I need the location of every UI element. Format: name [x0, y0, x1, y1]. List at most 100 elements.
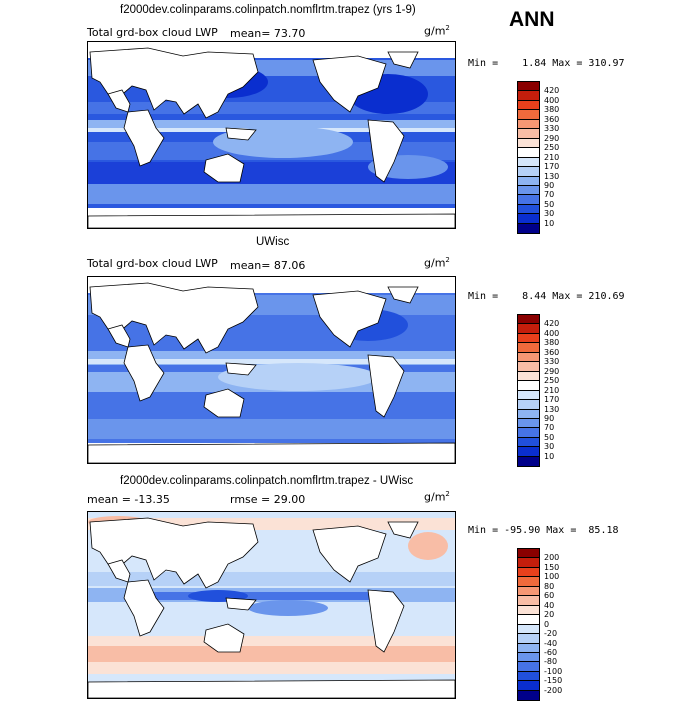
colorbar-level-label: 210: [544, 152, 560, 162]
panel2-title: UWisc: [256, 236, 290, 248]
colorbar-swatch: [517, 323, 540, 334]
colorbar-level-label: 400: [544, 95, 560, 105]
colorbar-swatch: [517, 408, 540, 419]
colorbar-swatch: [517, 399, 540, 410]
panel2-mean: mean= 87.06: [230, 259, 306, 272]
colorbar-swatch: [517, 166, 540, 177]
colorbar-level-label: -40: [544, 638, 558, 648]
colorbar-swatch: [517, 436, 540, 448]
colorbar-level-label: -60: [544, 647, 558, 657]
colorbar-swatch: [517, 156, 540, 168]
colorbar-swatch: [517, 118, 540, 130]
colorbar-swatch: [517, 314, 540, 325]
colorbar-swatch: [517, 184, 540, 196]
colorbar-swatch: [517, 81, 540, 92]
colorbar-swatch: [517, 370, 540, 382]
colorbar-swatch: [517, 351, 540, 363]
colorbar-level-label: -200: [544, 685, 563, 695]
colorbar-level-label: 40: [544, 600, 555, 610]
panel1-mean: mean= 73.70: [230, 27, 306, 40]
colorbar-swatch: [517, 175, 540, 186]
colorbar-swatch: [517, 137, 540, 149]
colorbar-level-label: 150: [544, 562, 560, 572]
colorbar-level-label: 290: [544, 133, 560, 143]
colorbar-swatch: [517, 389, 540, 401]
colorbar-level-label: 200: [544, 553, 560, 563]
colorbar-level-label: 420: [544, 319, 560, 329]
colorbar-level-label: 170: [544, 395, 560, 405]
colorbar-swatch: [517, 642, 540, 653]
colorbar-swatch: [517, 680, 540, 691]
panel3-units: g/m2: [424, 490, 450, 504]
panel1-field-name: Total grd-box cloud LWP: [87, 26, 218, 39]
colorbar-swatch: [517, 222, 540, 235]
colorbar-level-label: 60: [544, 591, 555, 601]
colorbar-level-label: 90: [544, 413, 555, 423]
colorbar-swatch: [517, 623, 540, 635]
colorbar-level-label: 250: [544, 376, 560, 386]
colorbar-level-label: 130: [544, 171, 560, 181]
colorbar-swatch: [517, 417, 540, 429]
colorbar-level-label: -20: [544, 629, 558, 639]
panel3-map: [87, 511, 456, 699]
panel3-min-max: Min = -95.90 Max = 85.18: [468, 525, 619, 536]
colorbar-level-label: 100: [544, 572, 560, 582]
panel1-units: g/m2: [424, 24, 450, 38]
colorbar-level-label: 70: [544, 423, 555, 433]
colorbar-level-label: 400: [544, 328, 560, 338]
colorbar-swatch: [517, 128, 540, 139]
colorbar-swatch: [517, 361, 540, 372]
colorbar-level-label: 0: [544, 619, 550, 629]
colorbar-level-label: 70: [544, 190, 555, 200]
colorbar-level-label: 250: [544, 143, 560, 153]
colorbar-level-label: -100: [544, 666, 563, 676]
colorbar-swatch: [517, 670, 540, 682]
panel3-title: f2000dev.colinparams.colinpatch.nomflrtm…: [120, 475, 414, 487]
colorbar-level-label: 380: [544, 338, 560, 348]
colorbar-level-label: 10: [544, 218, 555, 228]
colorbar-swatch: [517, 213, 540, 224]
season-label: ANN: [509, 8, 555, 31]
colorbar-swatch: [517, 203, 540, 215]
colorbar-swatch: [517, 455, 540, 468]
colorbar-level-label: 290: [544, 366, 560, 376]
panel2-units: g/m2: [424, 256, 450, 270]
colorbar-swatch: [517, 380, 540, 391]
colorbar-swatch: [517, 614, 540, 625]
colorbar-swatch: [517, 147, 540, 158]
colorbar-swatch: [517, 427, 540, 438]
colorbar-swatch: [517, 194, 540, 205]
colorbar-swatch: [517, 595, 540, 606]
panel1-min-max: Min = 1.84 Max = 310.97: [468, 58, 625, 69]
colorbar-level-label: 10: [544, 451, 555, 461]
colorbar-swatch: [517, 585, 540, 597]
colorbar-swatch: [517, 604, 540, 616]
colorbar-swatch: [517, 332, 540, 344]
panel2-map: [87, 276, 456, 464]
colorbar-level-label: 30: [544, 442, 555, 452]
panel3-rmse: rmse = 29.00: [230, 493, 306, 506]
colorbar-level-label: 50: [544, 199, 555, 209]
colorbar-level-label: 360: [544, 114, 560, 124]
colorbar-level-label: -80: [544, 657, 558, 667]
colorbar-level-label: 130: [544, 404, 560, 414]
colorbar-swatch: [517, 651, 540, 663]
colorbar-swatch: [517, 633, 540, 644]
colorbar-swatch: [517, 566, 540, 578]
colorbar-swatch: [517, 342, 540, 353]
colorbar-swatch: [517, 689, 540, 701]
colorbar-level-label: -150: [544, 676, 563, 686]
panel2-min-max: Min = 8.44 Max = 210.69: [468, 291, 625, 302]
colorbar-swatch: [517, 661, 540, 672]
colorbar-swatch: [517, 557, 540, 568]
colorbar-swatch: [517, 109, 540, 120]
colorbar-swatch: [517, 548, 540, 559]
colorbar-level-label: 380: [544, 105, 560, 115]
panel3-mean: mean = -13.35: [87, 493, 170, 506]
colorbar-level-label: 330: [544, 357, 560, 367]
colorbar-level-label: 170: [544, 162, 560, 172]
colorbar-level-label: 420: [544, 86, 560, 96]
panel2-field-name: Total grd-box cloud LWP: [87, 257, 218, 270]
colorbar-swatch: [517, 99, 540, 111]
colorbar-swatch: [517, 90, 540, 101]
